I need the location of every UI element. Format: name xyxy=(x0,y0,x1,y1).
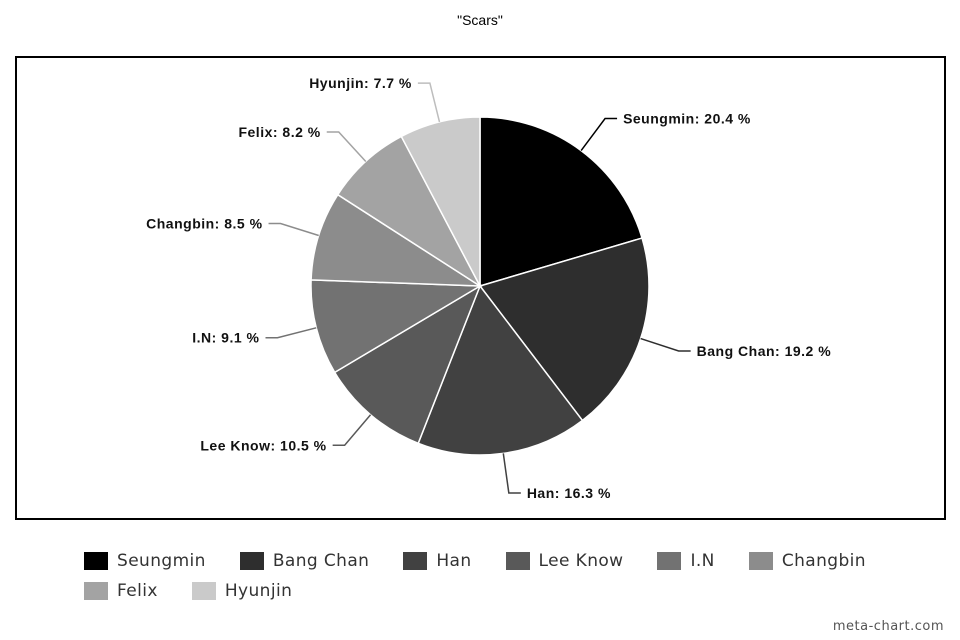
legend-item-in[interactable]: I.N xyxy=(657,551,714,571)
slice-label-felix: Felix: 8.2 % xyxy=(238,124,320,140)
legend-label: Changbin xyxy=(781,551,866,571)
legend-row-2: Felix Hyunjin xyxy=(84,576,904,606)
legend-label: Seungmin xyxy=(117,551,206,571)
legend: Seungmin Bang Chan Han Lee Know I.N Chan… xyxy=(84,546,904,606)
pie-slice-i-n[interactable] xyxy=(310,279,483,374)
legend-item-han[interactable]: Han xyxy=(403,551,471,571)
chart-title: "Scars" xyxy=(457,12,503,28)
slice-label-i-n: I.N: 9.1 % xyxy=(192,330,259,346)
slice-label-changbin: Changbin: 8.5 % xyxy=(146,216,262,232)
legend-label: Lee Know xyxy=(538,551,624,571)
leader-line xyxy=(502,453,521,494)
slice-label-hyunjin: Hyunjin: 7.7 % xyxy=(309,75,412,91)
legend-swatch xyxy=(84,582,108,600)
legend-item-lee-know[interactable]: Lee Know xyxy=(505,551,624,571)
legend-item-hyunjin[interactable]: Hyunjin xyxy=(191,581,293,601)
pie-slice-bang-chan[interactable] xyxy=(478,237,650,422)
legend-label: Bang Chan xyxy=(272,551,370,571)
legend-item-felix[interactable]: Felix xyxy=(84,581,158,601)
legend-swatch xyxy=(403,552,428,570)
legend-swatch xyxy=(505,552,530,570)
legend-label: I.N xyxy=(690,551,715,571)
slice-label-bang-chan: Bang Chan: 19.2 % xyxy=(697,343,832,359)
leader-line xyxy=(417,82,441,123)
leader-line xyxy=(265,327,317,339)
legend-label: Hyunjin xyxy=(224,581,293,601)
pie-slice-felix[interactable] xyxy=(336,135,482,289)
chart-frame xyxy=(15,56,946,520)
leader-line xyxy=(640,337,691,352)
leader-line xyxy=(268,222,319,237)
slice-label-han: Han: 16.3 % xyxy=(527,485,611,501)
pie-slice-changbin[interactable] xyxy=(310,193,483,287)
pie-slice-lee-know[interactable] xyxy=(333,284,482,445)
legend-item-seungmin[interactable]: Seungmin xyxy=(84,551,206,571)
pie-slice-seungmin[interactable] xyxy=(479,116,643,288)
leader-line xyxy=(332,414,372,447)
legend-label: Han xyxy=(436,551,472,571)
legend-item-changbin[interactable]: Changbin xyxy=(748,551,866,571)
legend-swatch xyxy=(657,552,682,570)
leader-line xyxy=(326,131,367,162)
slice-label-seungmin: Seungmin: 20.4 % xyxy=(623,111,751,127)
slice-label-lee-know: Lee Know: 10.5 % xyxy=(200,437,326,453)
legend-swatch xyxy=(84,552,108,570)
legend-label: Felix xyxy=(117,581,158,601)
leader-line xyxy=(580,117,618,152)
legend-swatch xyxy=(191,582,216,600)
legend-swatch xyxy=(748,552,773,570)
watermark: meta-chart.com xyxy=(832,619,944,634)
legend-row-1: Seungmin Bang Chan Han Lee Know I.N Chan… xyxy=(84,546,904,576)
legend-swatch xyxy=(239,552,264,570)
legend-item-bang-chan[interactable]: Bang Chan xyxy=(239,551,370,571)
